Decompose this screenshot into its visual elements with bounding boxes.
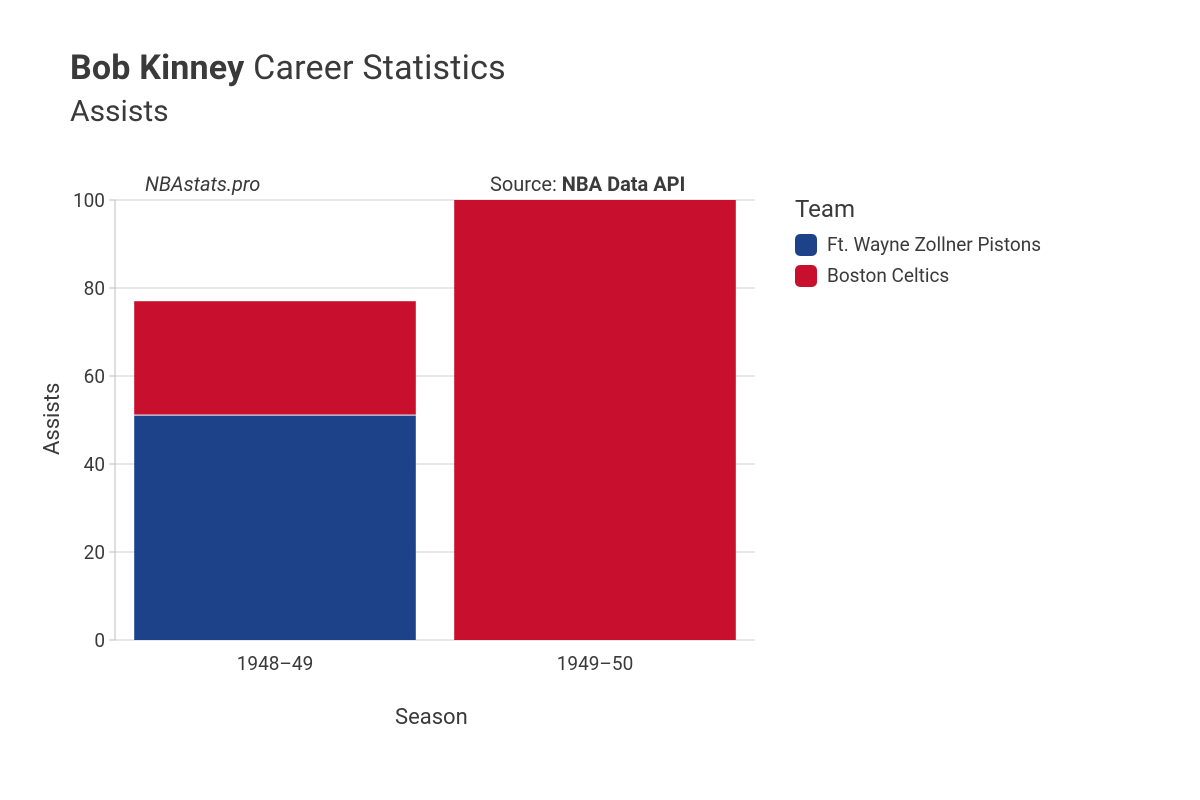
y-tick-label: 40 xyxy=(60,453,105,476)
brand-annotation: NBAstats.pro xyxy=(145,172,260,196)
legend: Team Ft. Wayne Zollner Pistons Boston Cel… xyxy=(795,195,1041,295)
x-tick-label: 1948–49 xyxy=(195,652,355,675)
bar-segment xyxy=(134,416,416,640)
legend-swatch xyxy=(795,234,817,256)
legend-label: Ft. Wayne Zollner Pistons xyxy=(827,233,1041,256)
chart-title: Bob Kinney Career Statistics xyxy=(70,48,506,88)
plot-area xyxy=(115,200,755,640)
x-axis-label: Season xyxy=(395,705,468,730)
source-annotation: Source: NBA Data API xyxy=(490,172,685,196)
y-tick-label: 100 xyxy=(60,189,105,212)
title-player: Bob Kinney xyxy=(70,48,244,88)
legend-item: Ft. Wayne Zollner Pistons xyxy=(795,233,1041,256)
y-axis-label: Assists xyxy=(40,383,65,455)
bar-segment xyxy=(134,301,416,414)
y-tick-label: 0 xyxy=(60,629,105,652)
y-tick-label: 60 xyxy=(60,365,105,388)
title-suffix: Career Statistics xyxy=(253,48,506,88)
source-prefix: Source: xyxy=(490,172,562,196)
x-tick-label: 1949–50 xyxy=(515,652,675,675)
bar-segment xyxy=(454,200,736,640)
y-tick-label: 80 xyxy=(60,277,105,300)
legend-swatch xyxy=(795,265,817,287)
legend-label: Boston Celtics xyxy=(827,264,949,287)
title-block: Bob Kinney Career Statistics Assists xyxy=(70,48,506,129)
y-tick-label: 20 xyxy=(60,541,105,564)
source-name: NBA Data API xyxy=(562,172,686,196)
legend-title: Team xyxy=(795,195,1041,223)
chart-container: Bob Kinney Career Statistics Assists NBA… xyxy=(0,0,1200,800)
legend-item: Boston Celtics xyxy=(795,264,1041,287)
chart-subtitle: Assists xyxy=(70,94,506,129)
